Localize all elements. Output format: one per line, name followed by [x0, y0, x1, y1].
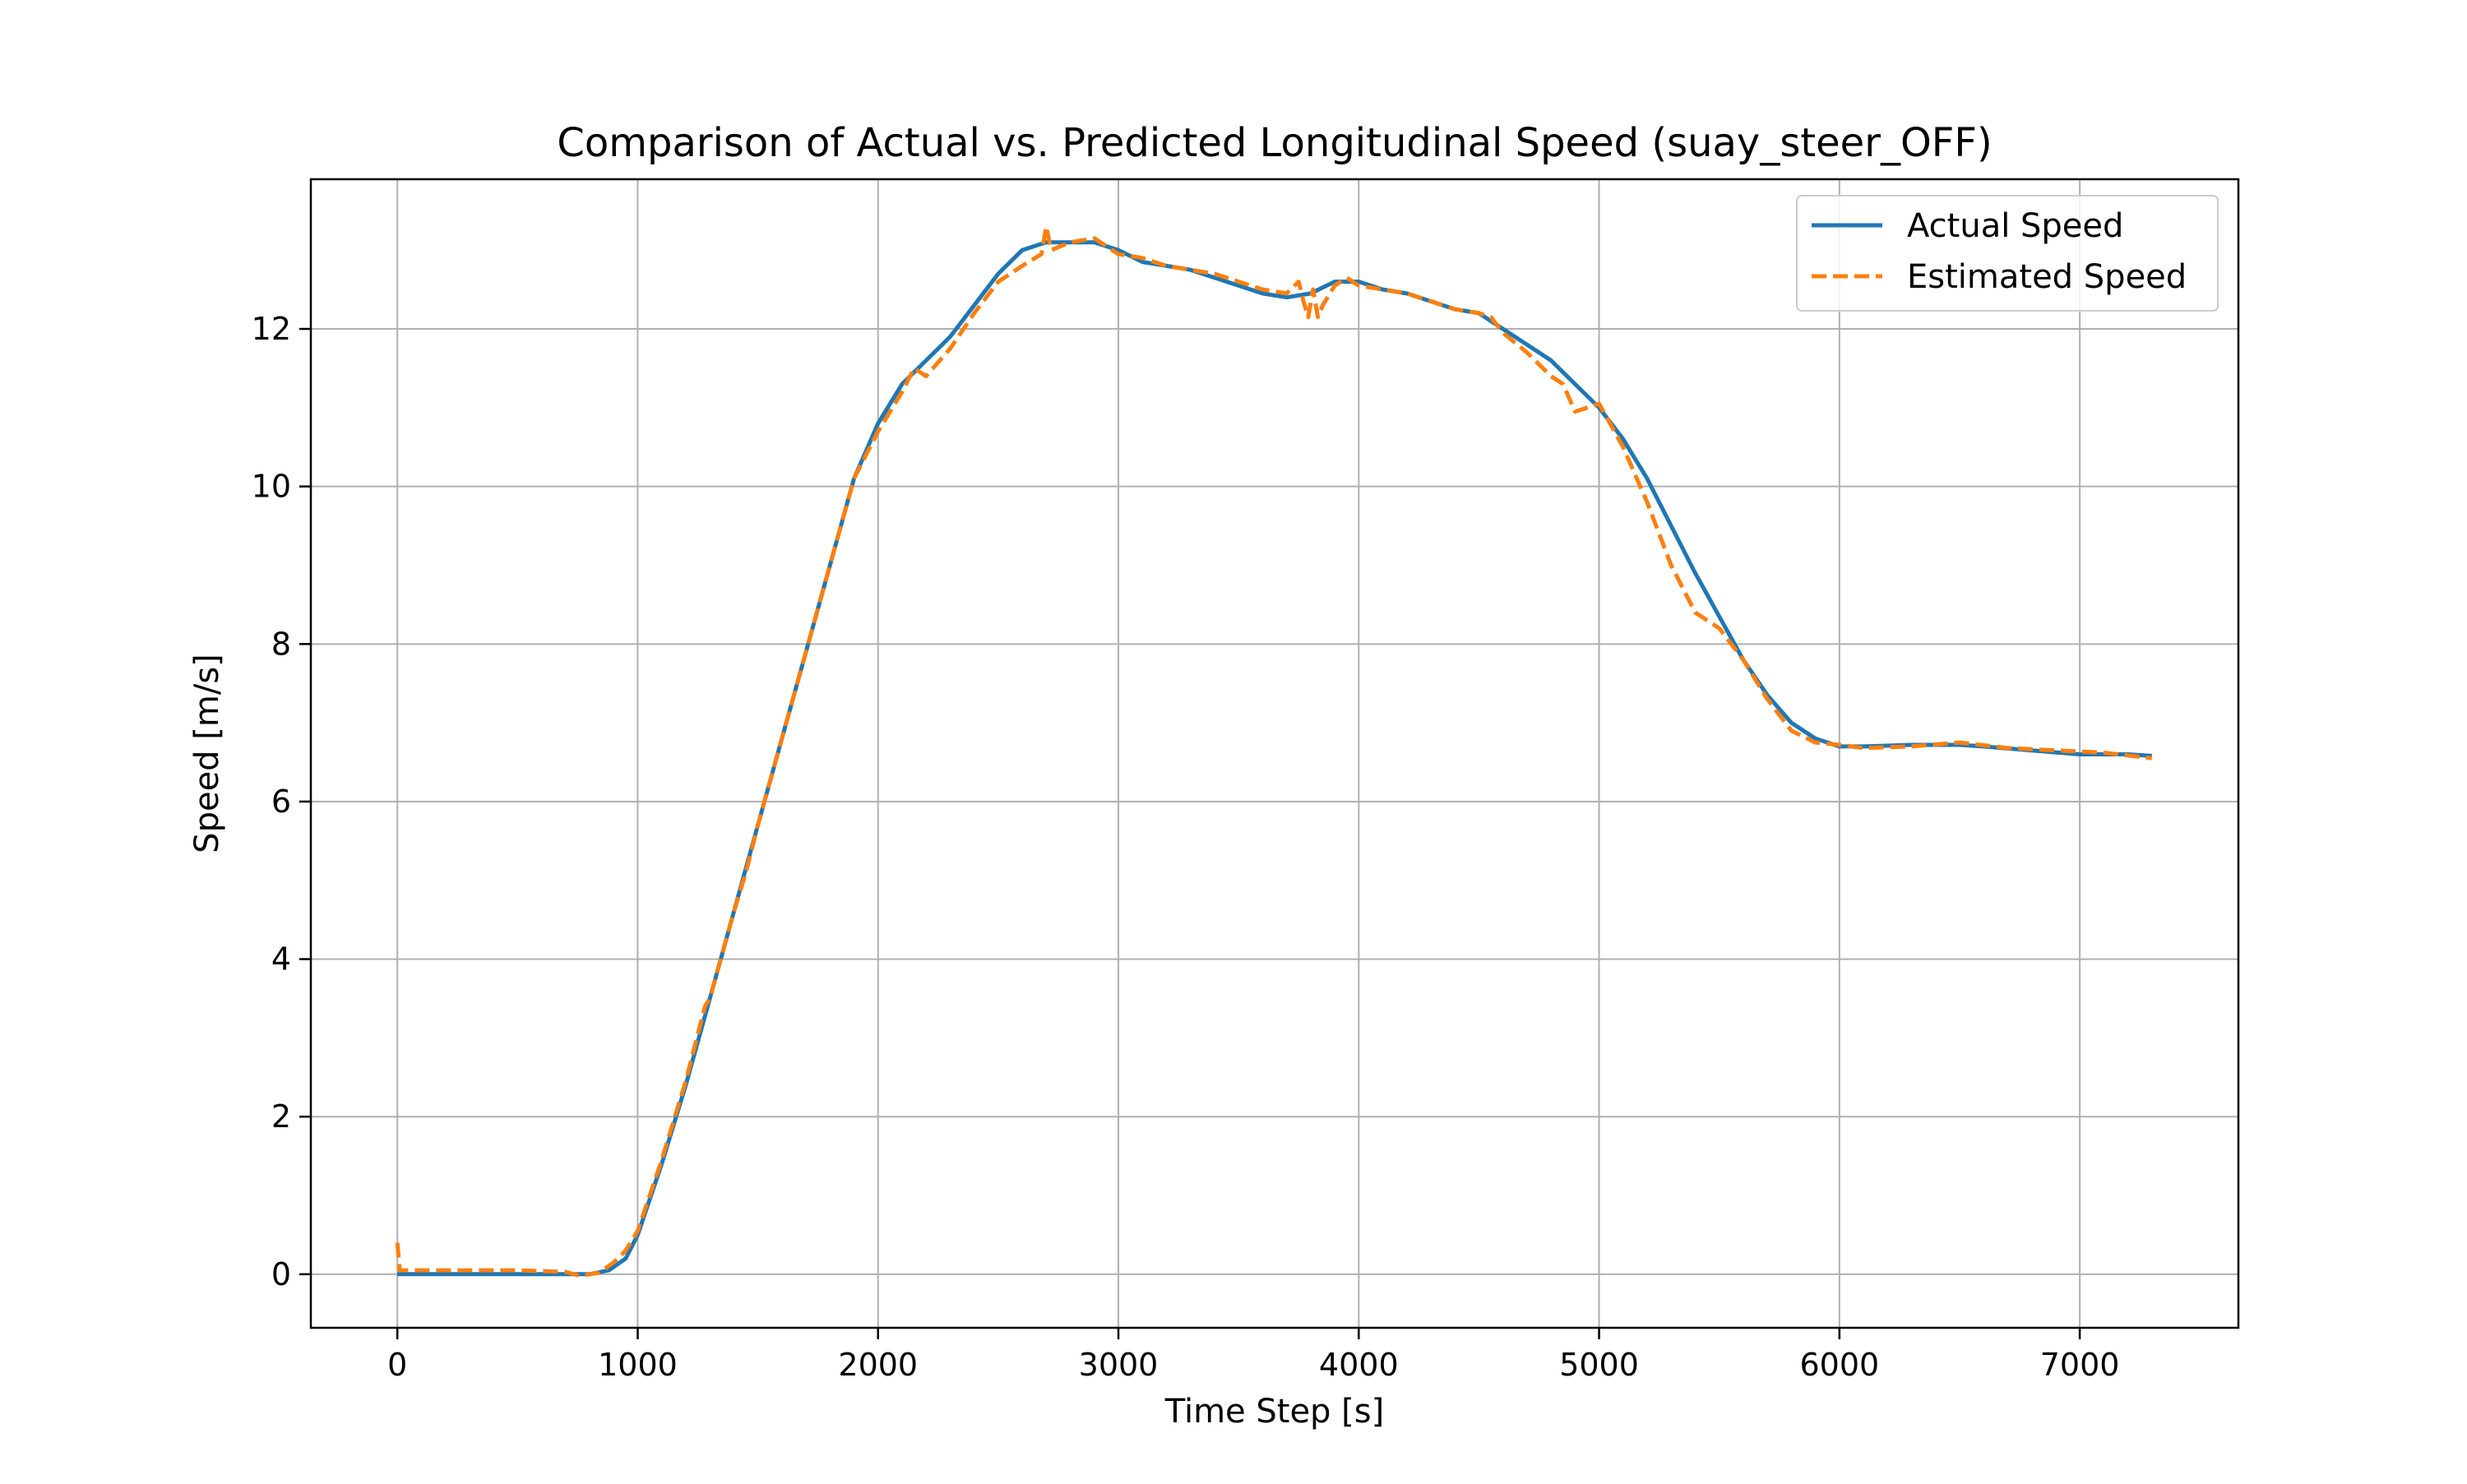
series-line-estimated-speed: [395, 224, 2153, 1278]
chart-title: Comparison of Actual vs. Predicted Longi…: [557, 120, 1992, 166]
x-tick-label: 0: [387, 1347, 407, 1383]
y-tick-label: 10: [252, 469, 291, 505]
x-tick-label: 2000: [838, 1347, 918, 1383]
x-tick-label: 1000: [598, 1347, 678, 1383]
y-tick-label: 0: [271, 1256, 291, 1292]
y-tick-label: 8: [271, 626, 291, 662]
x-tick-label: 7000: [2040, 1347, 2120, 1383]
x-axis-label: Time Step [s]: [1164, 1393, 1384, 1431]
series-layer: [395, 224, 2153, 1278]
legend-label-estimated-speed: Estimated Speed: [1907, 258, 2187, 296]
y-tick-label: 2: [271, 1098, 291, 1135]
x-tick-label: 5000: [1559, 1347, 1639, 1383]
x-tick-label: 3000: [1079, 1347, 1159, 1383]
y-axis-label: Speed [m/s]: [188, 654, 226, 853]
legend-box: [1796, 195, 2219, 312]
y-tick-label: 12: [252, 311, 291, 347]
x-tick-label: 4000: [1319, 1347, 1399, 1383]
plot-frame: [309, 178, 2240, 1329]
legend: Actual Speed Estimated Speed: [1796, 195, 2219, 312]
grid: [311, 179, 2238, 1328]
x-tick-label: 6000: [1799, 1347, 1879, 1383]
y-tick-label: 6: [271, 784, 291, 820]
axis-ticks: 0 1000 2000 3000 4000 5000 6000 7000 0 2 4 6 8 10 12: [252, 311, 2120, 1383]
legend-label-actual-speed: Actual Speed: [1907, 207, 2123, 245]
y-tick-label: 4: [271, 941, 291, 978]
